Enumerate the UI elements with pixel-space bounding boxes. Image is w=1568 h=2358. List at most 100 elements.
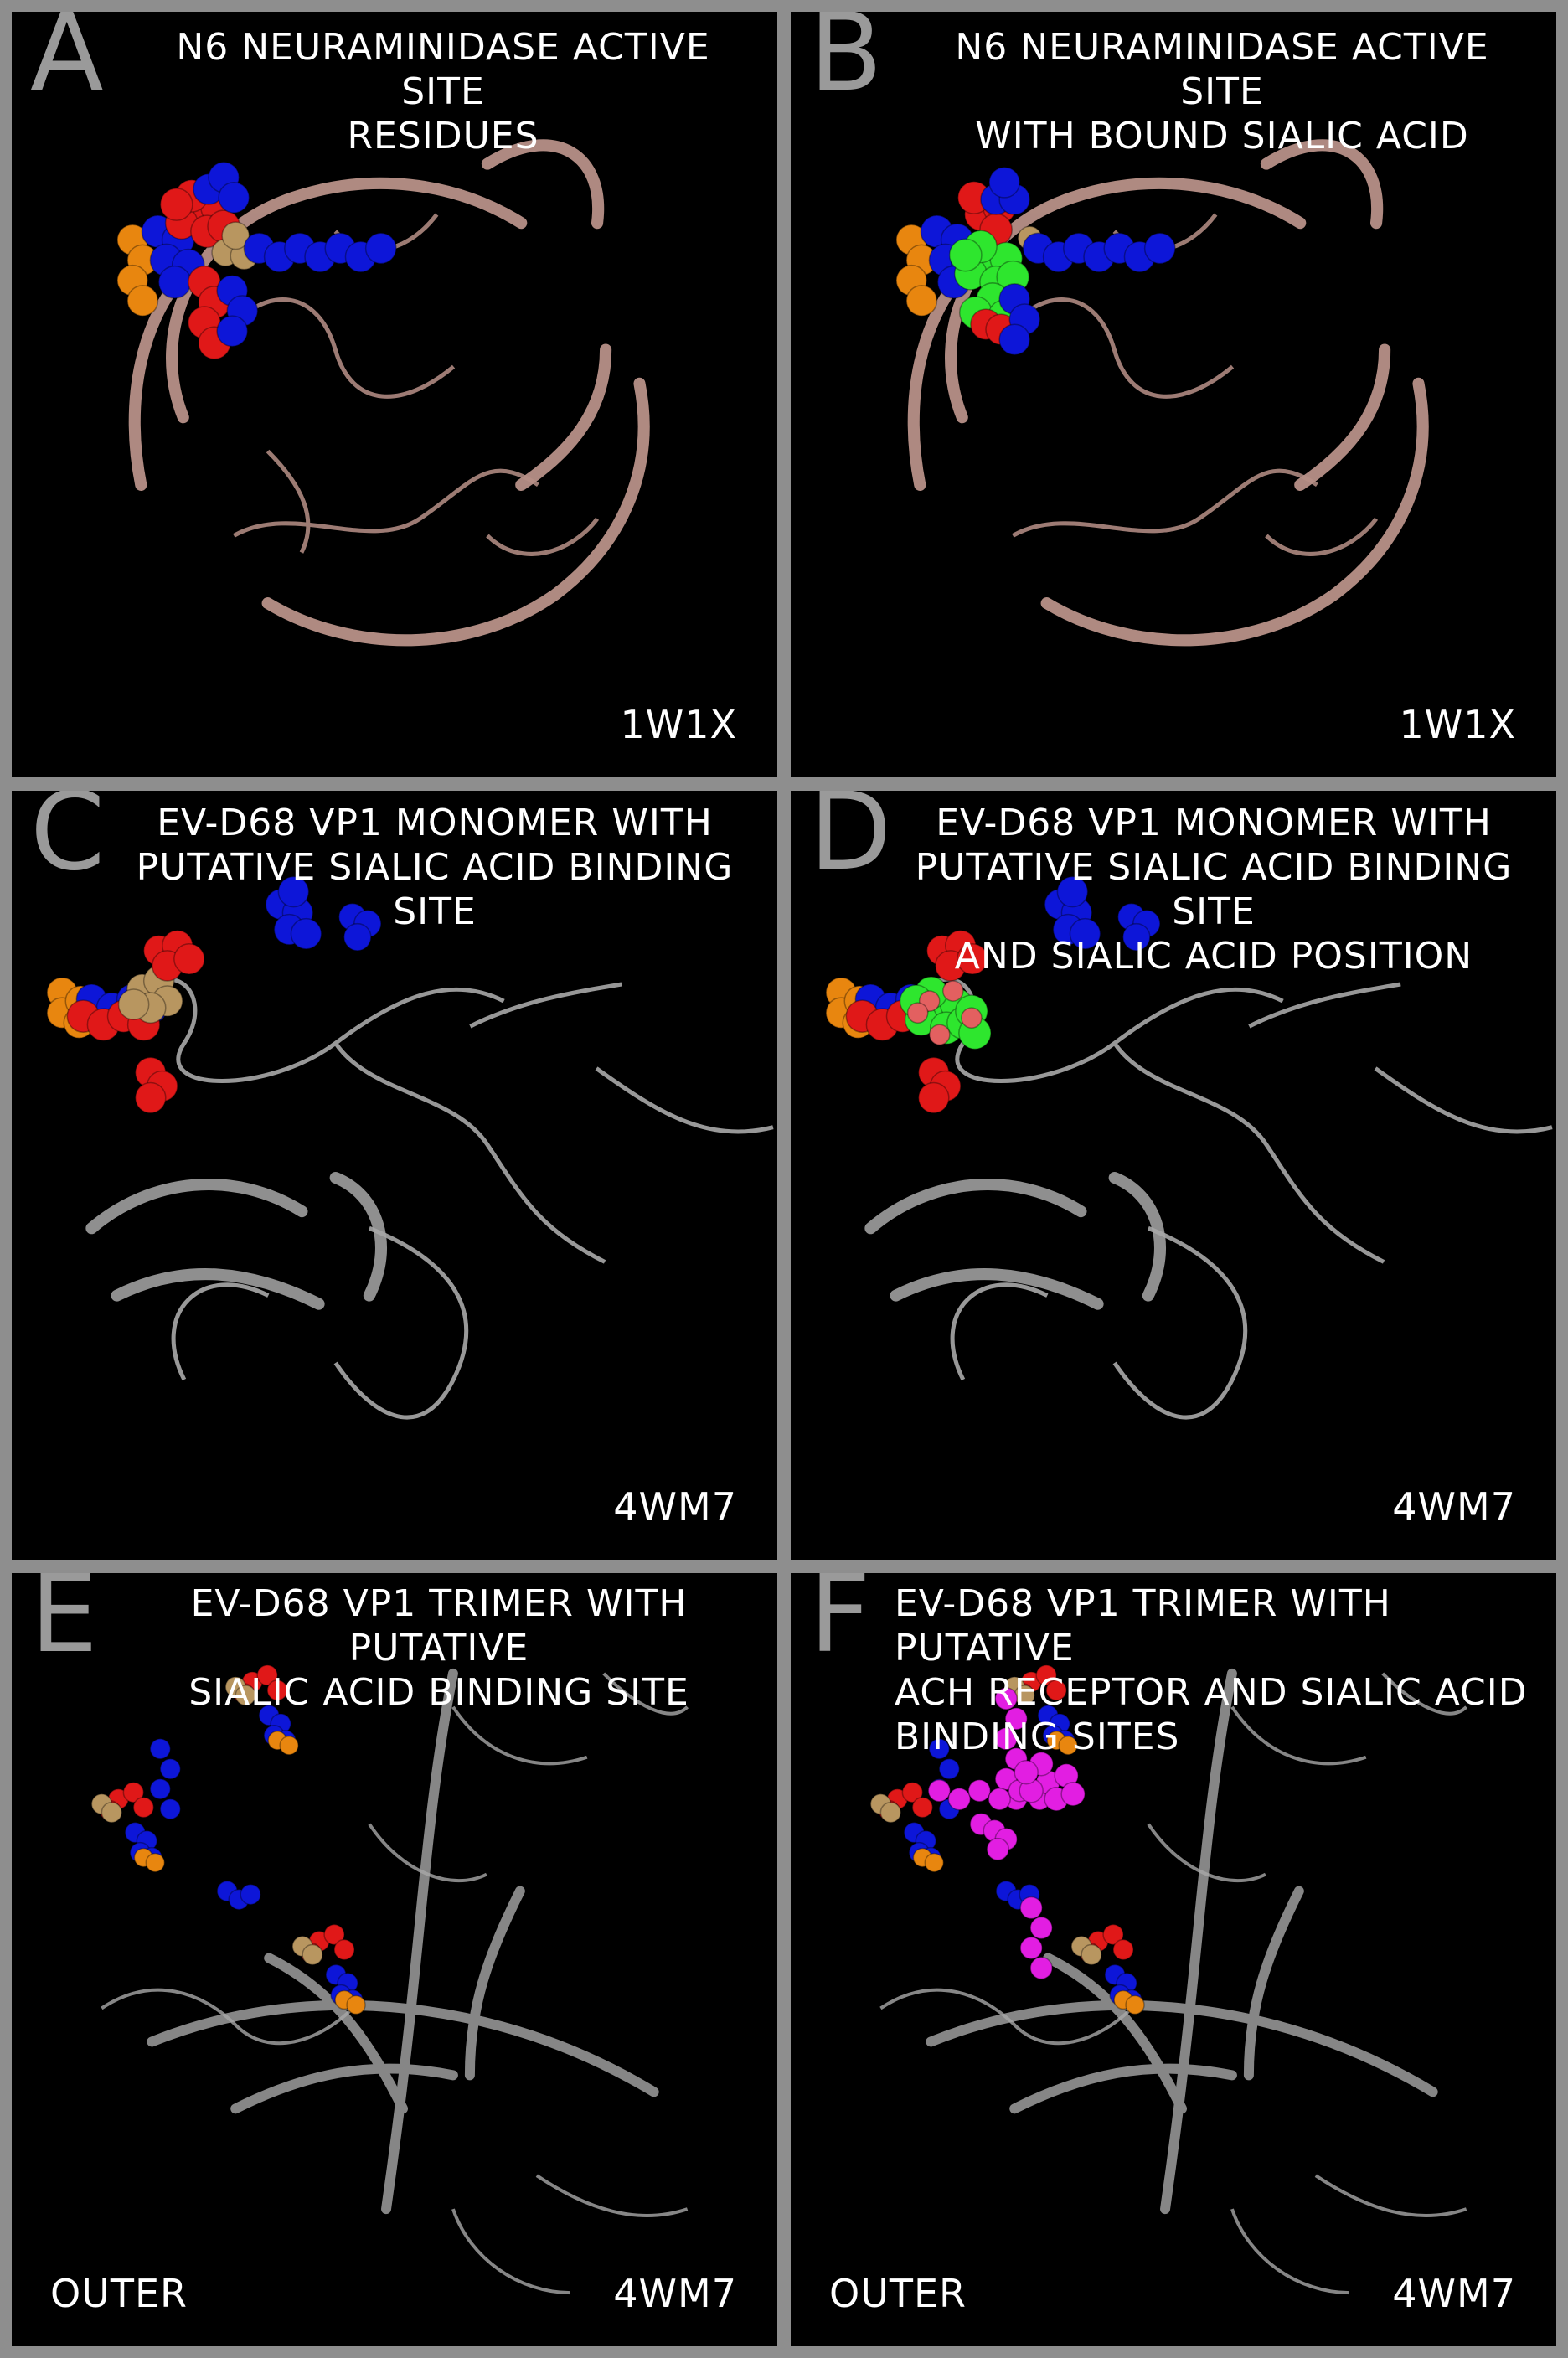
blue-residue: [243, 232, 397, 273]
blue-residue: [338, 902, 382, 952]
orange-residue: [1046, 1731, 1078, 1756]
atom-sphere: [126, 285, 159, 317]
ach-receptor-site: [1014, 1752, 1086, 1812]
atom-sphere: [132, 1796, 155, 1819]
atom-sphere: [323, 1923, 345, 1946]
tan-residue: [291, 1935, 323, 1966]
panel-title: N6 NEURAMINIDASE ACTIVE SITE RESIDUES: [176, 26, 710, 157]
atom-sphere: [1058, 1736, 1078, 1756]
panel-title: EV-D68 VP1 MONOMER WITH PUTATIVE SIALIC …: [915, 802, 1513, 978]
atom-sphere: [927, 1778, 952, 1803]
atom-sphere: [221, 221, 250, 250]
pdb-code: 4WM7: [1392, 2271, 1516, 2316]
red-residue: [142, 929, 205, 982]
tan-residue: [1070, 1935, 1102, 1966]
blue-residue: [998, 283, 1041, 356]
orange-residue: [912, 1847, 945, 1873]
panel-f: F EV-D68 VP1 TRIMER WITH PUTATIVE ACH RE…: [791, 1573, 1556, 2346]
pdb-code: 1W1X: [620, 702, 737, 747]
atom-sphere: [942, 980, 964, 1002]
atom-sphere: [988, 166, 1021, 199]
orange-residue: [133, 1847, 166, 1873]
atom-sphere: [266, 1679, 288, 1701]
panel-title: EV-D68 VP1 MONOMER WITH PUTATIVE SIALIC …: [136, 802, 734, 933]
atom-sphere: [279, 1736, 299, 1756]
blue-residue: [193, 161, 250, 214]
atom-sphere: [928, 1738, 951, 1760]
atom-sphere: [961, 1007, 983, 1029]
atom-sphere: [240, 1883, 261, 1906]
atom-sphere: [216, 315, 249, 348]
red-residue: [926, 929, 988, 982]
neuraminidase-residues-structure: [116, 139, 650, 647]
panel-letter: D: [809, 791, 892, 895]
atom-sphere: [277, 875, 310, 908]
vp1-monomer-sialic-acid-structure: [825, 875, 1553, 1420]
atom-sphere: [134, 1081, 167, 1114]
atom-sphere: [994, 1687, 1018, 1710]
ach-receptor-site: [969, 1812, 1018, 1861]
atom-sphere: [145, 1852, 166, 1873]
atom-sphere: [1112, 1938, 1134, 1961]
atom-sphere: [235, 1685, 256, 1706]
atom-sphere: [290, 917, 322, 950]
atom-sphere: [1125, 1994, 1145, 2015]
red-residue: [188, 265, 231, 360]
atom-sphere: [1029, 1956, 1053, 1980]
atom-sphere: [333, 1938, 355, 1961]
orange-residue: [334, 1989, 366, 2015]
atom-sphere: [1019, 1936, 1043, 1960]
atom-sphere: [159, 1758, 182, 1780]
blue-residue: [265, 875, 322, 950]
atom-sphere: [1019, 1896, 1043, 1920]
vp1-trimer-structure: [90, 1664, 689, 2295]
atom-sphere: [159, 188, 193, 221]
atom-sphere: [364, 232, 397, 265]
atom-sphere: [986, 1837, 1009, 1861]
outer-label: OUTER: [829, 2271, 967, 2316]
atom-sphere: [938, 1758, 961, 1780]
atom-sphere: [1143, 232, 1176, 265]
panel-title: EV-D68 VP1 TRIMER WITH PUTATIVE ACH RECE…: [895, 1582, 1528, 1758]
atom-sphere: [994, 1727, 1018, 1751]
atom-sphere: [117, 988, 150, 1020]
atom-sphere: [905, 285, 938, 317]
atom-sphere: [924, 1852, 945, 1873]
blue-residue: [1022, 232, 1176, 273]
panel-letter: A: [30, 12, 104, 116]
atom-sphere: [998, 323, 1031, 356]
blue-residue: [1044, 875, 1101, 950]
pdb-code: 1W1X: [1399, 702, 1516, 747]
atom-sphere: [101, 1801, 123, 1824]
panel-c: C EV-D68 VP1 MONOMER WITH PUTATIVE SIALI…: [12, 791, 777, 1560]
panel-title: EV-D68 VP1 TRIMER WITH PUTATIVE SIALIC A…: [188, 1582, 689, 1714]
atom-sphere: [1081, 1943, 1102, 1966]
tan-residue: [90, 1793, 123, 1824]
atom-sphere: [906, 1002, 929, 1024]
atom-sphere: [947, 1787, 972, 1811]
tan-residue: [224, 1676, 256, 1706]
atom-sphere: [159, 1798, 182, 1820]
atom-sphere: [346, 1994, 366, 2015]
atom-sphere: [302, 1943, 323, 1966]
vp1-monomer-structure: [46, 875, 774, 1420]
atom-sphere: [1029, 1916, 1053, 1940]
atom-sphere: [173, 943, 205, 975]
atom-sphere: [1004, 1707, 1028, 1731]
neuraminidase-sialic-acid-structure: [895, 139, 1429, 647]
red-residue: [917, 1056, 962, 1114]
atom-sphere: [967, 1778, 991, 1803]
atom-sphere: [1069, 917, 1101, 950]
atom-sphere: [149, 1778, 172, 1800]
ach-receptor-site: [1019, 1896, 1053, 1980]
atom-sphere: [928, 1024, 951, 1046]
atom-sphere: [149, 1738, 172, 1760]
panel-letter: E: [30, 1573, 98, 1677]
atom-sphere: [948, 238, 983, 272]
blue-residue: [1117, 902, 1161, 952]
tan-residue: [211, 221, 259, 271]
tan-residue: [117, 965, 183, 1024]
atom-sphere: [1122, 922, 1151, 952]
panel-letter: B: [809, 12, 883, 116]
atom-sphere: [911, 1796, 934, 1819]
